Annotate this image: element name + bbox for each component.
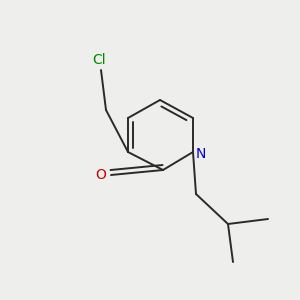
Text: O: O — [96, 168, 106, 182]
Text: Cl: Cl — [92, 53, 106, 67]
Text: N: N — [196, 147, 206, 161]
